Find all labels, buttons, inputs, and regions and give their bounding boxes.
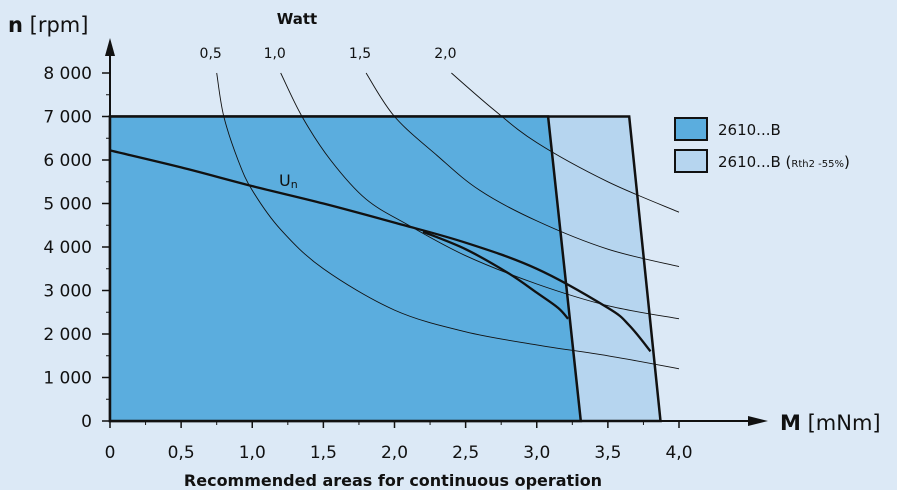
x-tick-label-6: 3,0 [523, 443, 550, 463]
x-tick-label-4: 2,0 [381, 443, 408, 463]
power-curve-label-1: 1,0 [264, 46, 286, 62]
y-tick-label-3: 3 000 [43, 282, 92, 302]
legend-swatch-0 [674, 117, 708, 141]
power-unit-label: Watt [277, 10, 317, 28]
y-tick-label-5: 5 000 [43, 195, 92, 215]
power-curve-2 [365, 72, 680, 268]
un-lines [109, 149, 652, 353]
power-curve-0 [216, 72, 680, 370]
power-curve-label-0: 0,5 [200, 46, 222, 62]
legend-label-sub-1: Rth2 -55% [791, 159, 844, 170]
x-axis-arrow [748, 416, 768, 426]
un-curve [109, 149, 652, 353]
power-curve-3 [451, 72, 680, 213]
y-tick-label-4: 4 000 [43, 238, 92, 258]
power-curve-label-2: 1,5 [349, 46, 371, 62]
y-tick-label-6: 6 000 [43, 151, 92, 171]
chart-title: Recommended areas for continuous operati… [184, 471, 602, 490]
y-tick-label-2: 2 000 [43, 325, 92, 345]
un-branch-curve [422, 230, 569, 320]
x-tick-label-3: 1,5 [310, 443, 337, 463]
y-tick-label-7: 7 000 [43, 108, 92, 128]
y-axis-label-bold: n [8, 13, 23, 37]
legend-label-1: 2610...B (Rth2 -55%) [718, 153, 850, 171]
x-tick-label-8: 4,0 [665, 443, 692, 463]
x-axis-label-bold: M [780, 411, 801, 435]
y-tick-label-0: 0 [81, 412, 92, 432]
y-axis-arrow [105, 38, 115, 56]
y-tick-label-1: 1 000 [43, 369, 92, 389]
x-tick-label-5: 2,5 [452, 443, 479, 463]
legend-swatch-1 [674, 149, 708, 173]
x-tick-label-2: 1,0 [239, 443, 266, 463]
legend-label-tail-1: ) [844, 153, 850, 171]
y-axis-label: n [rpm] [8, 13, 88, 37]
un-label-sub: n [291, 178, 298, 191]
x-tick-label-0: 0 [105, 443, 116, 463]
x-axis-label-unit: [mNm] [801, 411, 881, 435]
y-axis-label-unit: [rpm] [23, 13, 88, 37]
operating-areas [108, 115, 662, 423]
power-curve-label-3: 2,0 [434, 46, 456, 62]
legend: 2610...B 2610...B (Rth2 -55%) [674, 117, 850, 173]
axes: 0 0,5 1,0 1,5 2,0 2,5 3,0 3,5 4,0 0 1 000 2 000 3 00… [43, 38, 768, 463]
x-axis-label: M [mNm] [780, 411, 881, 435]
area-1 [108, 115, 583, 423]
legend-label-0: 2610...B [718, 121, 781, 139]
x-tick-label-1: 0,5 [168, 443, 195, 463]
y-tick-label-8: 8 000 [43, 64, 92, 84]
x-tick-label-7: 3,5 [594, 443, 621, 463]
